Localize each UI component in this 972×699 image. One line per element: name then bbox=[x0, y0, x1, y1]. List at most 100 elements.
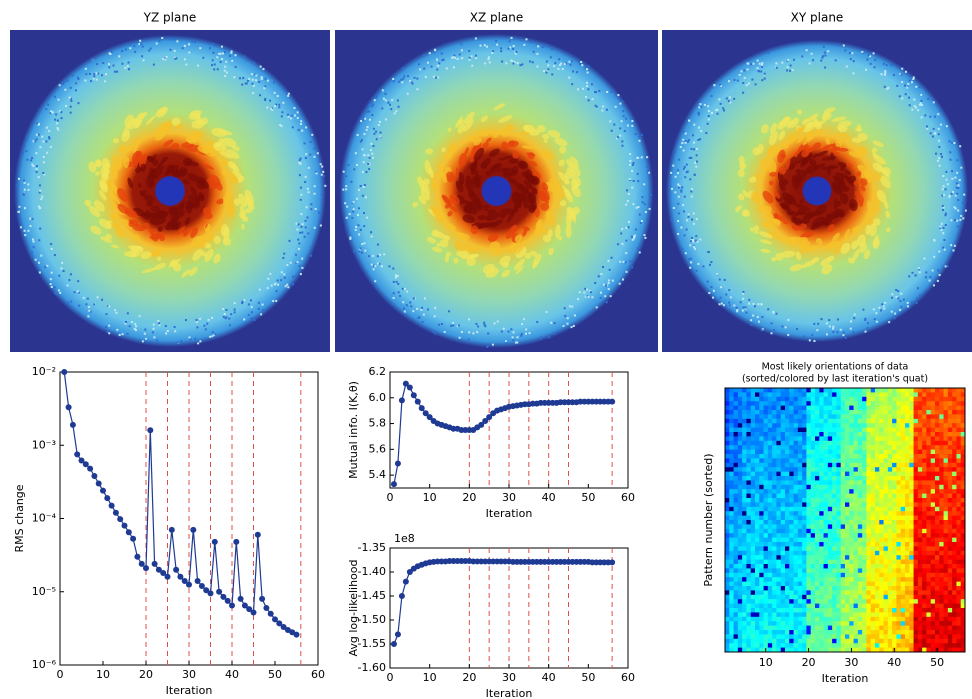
heatmap-cell bbox=[854, 555, 859, 560]
heatmap-cell bbox=[849, 414, 854, 419]
heatmap-cell bbox=[884, 428, 889, 433]
heatmap-cell bbox=[776, 467, 781, 472]
heatmap-cell bbox=[819, 450, 824, 455]
noise-pixel bbox=[501, 61, 503, 63]
noise-pixel bbox=[176, 40, 178, 42]
heatmap-cell bbox=[781, 626, 786, 631]
heatmap-cell bbox=[849, 617, 854, 622]
heatmap-cell bbox=[832, 458, 837, 463]
noise-pixel bbox=[867, 322, 869, 324]
heatmap-cell bbox=[742, 419, 747, 424]
noise-pixel bbox=[356, 164, 358, 166]
heatmap-cell bbox=[836, 621, 841, 626]
heatmap-cell bbox=[832, 450, 837, 455]
noise-pixel bbox=[845, 337, 847, 339]
heatmap-cell bbox=[789, 502, 794, 507]
heatmap-cell bbox=[768, 392, 773, 397]
heatmap-cell bbox=[772, 555, 777, 560]
heatmap-cell bbox=[841, 388, 846, 393]
noise-pixel bbox=[943, 239, 945, 241]
noise-pixel bbox=[874, 59, 876, 61]
noise-pixel bbox=[63, 270, 65, 272]
heatmap-cell bbox=[811, 630, 816, 635]
noise-pixel bbox=[677, 169, 679, 171]
heatmap-cell bbox=[746, 476, 751, 481]
noise-pixel bbox=[48, 136, 50, 138]
noise-pixel bbox=[577, 88, 579, 90]
heatmap-cell bbox=[768, 516, 773, 521]
noise-pixel bbox=[700, 130, 702, 132]
heatmap-cell bbox=[811, 621, 816, 626]
noise-pixel bbox=[639, 251, 641, 253]
noise-pixel bbox=[225, 316, 227, 318]
heatmap-cell bbox=[875, 423, 880, 428]
heatmap-cell bbox=[781, 423, 786, 428]
noise-pixel bbox=[243, 55, 245, 57]
heatmap-cell bbox=[828, 630, 833, 635]
heatmap-cell bbox=[781, 489, 786, 494]
heatmap-cell bbox=[888, 595, 893, 600]
noise-pixel bbox=[750, 319, 752, 321]
noise-pixel bbox=[42, 141, 44, 143]
heatmap-cell bbox=[738, 520, 743, 525]
heatmap-cell bbox=[841, 630, 846, 635]
heatmap-cell bbox=[725, 502, 730, 507]
heatmap-cell bbox=[734, 520, 739, 525]
noise-pixel bbox=[248, 314, 250, 316]
heatmap-cell bbox=[819, 643, 824, 648]
noise-pixel bbox=[225, 309, 227, 311]
heatmap-cell bbox=[802, 480, 807, 485]
heatmap-cell bbox=[832, 560, 837, 565]
heatmap-cell bbox=[871, 564, 876, 569]
heatmap-cell bbox=[746, 542, 751, 547]
heatmap-cell bbox=[815, 520, 820, 525]
noise-pixel bbox=[252, 92, 254, 94]
heatmap-cell bbox=[815, 472, 820, 477]
heatmap-cell bbox=[819, 626, 824, 631]
heatmap-cell bbox=[785, 410, 790, 415]
heatmap-cell bbox=[768, 590, 773, 595]
heatmap-cell bbox=[888, 568, 893, 573]
noise-pixel bbox=[853, 331, 855, 333]
heatmap-cell bbox=[785, 542, 790, 547]
noise-pixel bbox=[246, 59, 248, 61]
heatmap-cell bbox=[832, 608, 837, 613]
noise-pixel bbox=[177, 341, 179, 343]
heatmap-cell bbox=[828, 392, 833, 397]
heatmap-cell bbox=[785, 590, 790, 595]
noise-pixel bbox=[121, 50, 123, 52]
heatmap-cell bbox=[836, 520, 841, 525]
noise-pixel bbox=[640, 222, 642, 224]
y-tick-label: 6.0 bbox=[369, 391, 387, 404]
heatmap-cell bbox=[768, 524, 773, 529]
heatmap-cell bbox=[815, 630, 820, 635]
heatmap-cell bbox=[785, 617, 790, 622]
noise-pixel bbox=[158, 322, 160, 324]
noise-pixel bbox=[57, 99, 59, 101]
noise-pixel bbox=[353, 168, 355, 170]
noise-pixel bbox=[111, 51, 113, 53]
heatmap-cell bbox=[875, 458, 880, 463]
noise-pixel bbox=[832, 331, 834, 333]
noise-pixel bbox=[373, 268, 375, 270]
noise-pixel bbox=[674, 151, 676, 153]
noise-pixel bbox=[512, 48, 514, 50]
heatmap-cell bbox=[751, 555, 756, 560]
noise-pixel bbox=[591, 296, 593, 298]
noise-pixel bbox=[101, 74, 103, 76]
heatmap-cell bbox=[824, 458, 829, 463]
heatmap-cell bbox=[875, 494, 880, 499]
heatmap-cell bbox=[772, 441, 777, 446]
heatmap-cell bbox=[836, 595, 841, 600]
heatmap-cell bbox=[729, 502, 734, 507]
heatmap-cell bbox=[776, 626, 781, 631]
heatmap-cell bbox=[824, 472, 829, 477]
noise-pixel bbox=[908, 275, 910, 277]
heatmap-cell bbox=[849, 626, 854, 631]
x-tick-label: 20 bbox=[462, 671, 476, 684]
noise-pixel bbox=[54, 96, 56, 98]
heatmap-cell bbox=[746, 392, 751, 397]
noise-pixel bbox=[554, 333, 556, 335]
heatmap-cell bbox=[785, 401, 790, 406]
heatmap-cell bbox=[836, 467, 841, 472]
